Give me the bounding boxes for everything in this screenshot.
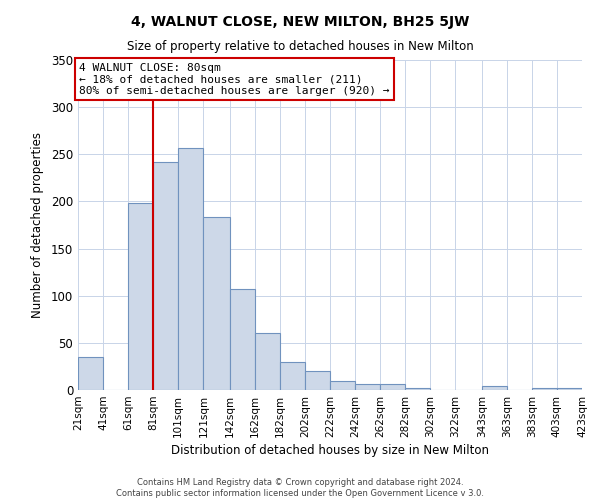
Text: 4 WALNUT CLOSE: 80sqm
← 18% of detached houses are smaller (211)
80% of semi-det: 4 WALNUT CLOSE: 80sqm ← 18% of detached … bbox=[79, 63, 390, 96]
Bar bbox=[380, 384, 405, 390]
Bar bbox=[557, 388, 582, 390]
Bar bbox=[128, 204, 153, 390]
Bar bbox=[203, 216, 230, 390]
X-axis label: Distribution of detached houses by size in New Milton: Distribution of detached houses by size … bbox=[171, 444, 489, 457]
Bar bbox=[355, 384, 380, 390]
Bar bbox=[255, 334, 280, 390]
Text: Contains HM Land Registry data © Crown copyright and database right 2024.
Contai: Contains HM Land Registry data © Crown c… bbox=[116, 478, 484, 498]
Bar bbox=[153, 162, 178, 390]
Bar bbox=[482, 386, 507, 390]
Bar bbox=[330, 380, 355, 390]
Bar bbox=[178, 148, 203, 390]
Bar bbox=[305, 371, 330, 390]
Y-axis label: Number of detached properties: Number of detached properties bbox=[31, 132, 44, 318]
Text: Size of property relative to detached houses in New Milton: Size of property relative to detached ho… bbox=[127, 40, 473, 53]
Bar bbox=[78, 357, 103, 390]
Text: 4, WALNUT CLOSE, NEW MILTON, BH25 5JW: 4, WALNUT CLOSE, NEW MILTON, BH25 5JW bbox=[131, 15, 469, 29]
Bar bbox=[532, 388, 557, 390]
Bar bbox=[230, 289, 255, 390]
Bar bbox=[405, 388, 430, 390]
Bar bbox=[280, 362, 305, 390]
